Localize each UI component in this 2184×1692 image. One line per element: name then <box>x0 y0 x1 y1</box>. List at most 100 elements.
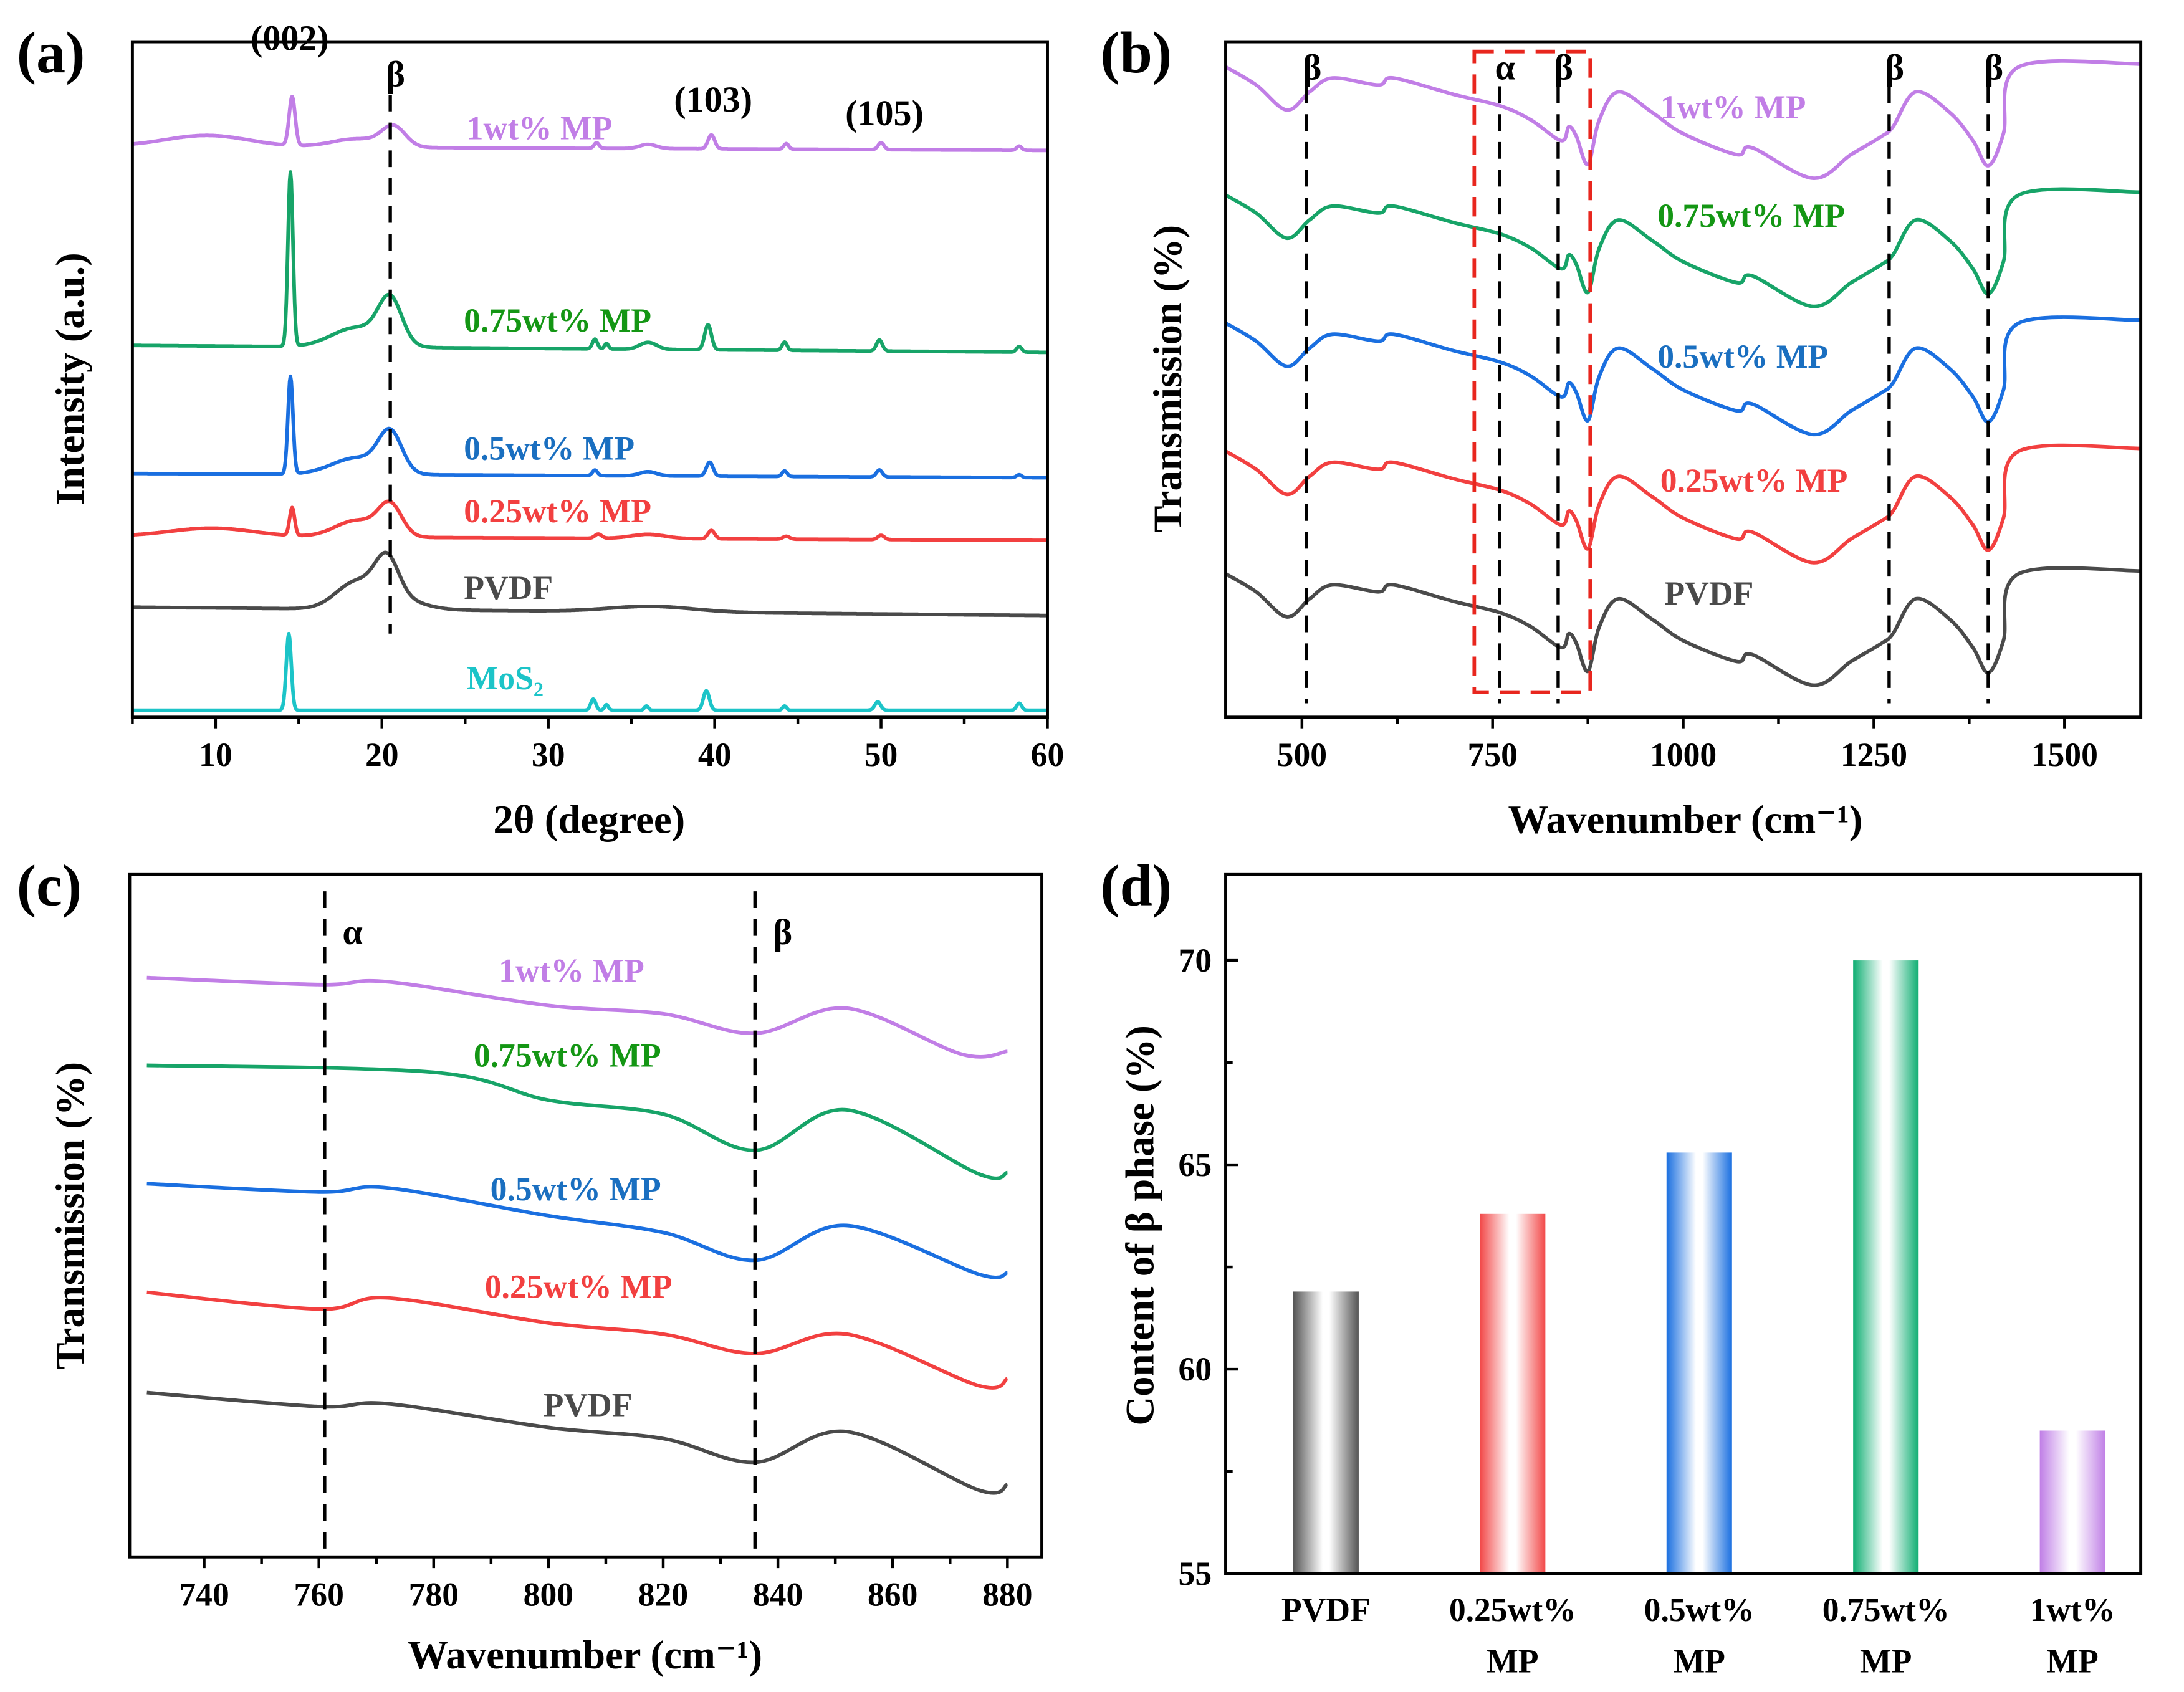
y-axis-title: Content of β phase (%) <box>1118 1025 1162 1425</box>
bar <box>1666 1152 1732 1574</box>
bar <box>2039 1430 2105 1574</box>
series-label: 1wt% MP <box>467 109 613 146</box>
panel-label: (d) <box>1100 853 1172 918</box>
xrd-series-line <box>131 550 1049 618</box>
x-tick-label: 50 <box>865 736 898 773</box>
plot-frame <box>130 40 1049 719</box>
x-tick-label: 1500 <box>2031 736 2098 773</box>
panel-b-ftir: 1wt% MP 0.75wt% MP 0.5wt% MP 0.25wt% MP PVDF… <box>1100 21 2143 842</box>
bar <box>1853 960 1919 1574</box>
ftir-zoom-series-line <box>146 1390 1008 1495</box>
peak-annotation: (103) <box>674 79 752 120</box>
ftir-zoom-series-line <box>146 1063 1008 1180</box>
x-tick-label: 1250 <box>1841 736 1907 773</box>
band-label: β <box>1554 47 1574 87</box>
series-label: PVDF <box>544 1387 633 1424</box>
y-tick-label: 70 <box>1179 942 1212 979</box>
x-tick-label: 30 <box>532 736 565 773</box>
series-label: 1wt% MP <box>1660 88 1806 126</box>
series-label: 1wt% MP <box>499 952 644 989</box>
band-label: α <box>342 912 362 952</box>
series-label: 0.5wt% MP <box>1657 338 1828 375</box>
ftir-series-line <box>1225 59 2141 180</box>
x-category-label: PVDF <box>1281 1591 1371 1628</box>
series-label: 0.25wt% MP <box>1660 462 1848 499</box>
ftir-series-line <box>1225 566 2141 687</box>
x-category-label: 0.25wt% <box>1449 1591 1576 1628</box>
plot-frame <box>128 872 1044 1559</box>
panel-label: (b) <box>1100 21 1172 85</box>
x-axis-title: Wavenumber (cm⁻¹) <box>1508 797 1862 842</box>
x-tick-label: 860 <box>868 1575 917 1613</box>
x-tick-label: 500 <box>1277 736 1327 773</box>
x-tick-label: 820 <box>638 1575 688 1613</box>
ftir-series-line <box>1225 315 2141 437</box>
ftir-zoom-series-line <box>146 975 1008 1059</box>
xrd-series-line <box>131 499 1049 542</box>
y-tick-label: 60 <box>1179 1350 1212 1388</box>
series-label: 0.5wt% MP <box>491 1170 661 1208</box>
series-label: 0.5wt% MP <box>464 429 635 467</box>
series-label: 0.75wt% MP <box>464 302 651 339</box>
ftir-series-line <box>1225 443 2141 565</box>
ftir-zoom-series-line <box>146 1182 1008 1279</box>
x-category-label: 0.75wt% <box>1822 1591 1950 1628</box>
bar <box>1480 1213 1546 1574</box>
band-label: β <box>774 912 793 952</box>
y-axis-title: Transmission (%) <box>48 1062 93 1370</box>
y-axis-title: Transmission (%) <box>1146 225 1190 533</box>
x-tick-label: 760 <box>294 1575 343 1613</box>
y-tick-label: 55 <box>1179 1555 1212 1592</box>
peak-annotation: (105) <box>845 93 924 133</box>
x-category-label: MP <box>1674 1643 1725 1680</box>
panel-label: (c) <box>17 853 82 918</box>
x-tick-label: 20 <box>365 736 399 773</box>
peak-annotation: β <box>386 54 405 95</box>
x-tick-label: 1000 <box>1650 736 1717 773</box>
y-tick-label: 65 <box>1179 1146 1212 1183</box>
band-label: β <box>1885 47 1905 87</box>
x-category-label: MP <box>1860 1643 1912 1680</box>
ftir-series-line <box>1225 187 2141 308</box>
panel-label: (a) <box>17 21 85 85</box>
panel-a-xrd: 1wt% MP 0.75wt% MP 0.5wt% MP 0.25wt% MP PVDF… <box>17 17 1064 842</box>
peak-annotation: (002) <box>251 17 329 58</box>
ftir-zoom-series-line <box>146 1290 1008 1390</box>
panel-d-beta-content-bars: PVDF 0.25wt% MP 0.5wt% MP 0.75wt% MP 1wt% MP 55 60… <box>1100 853 2143 1680</box>
band-label: β <box>1303 47 1322 87</box>
series-label: 0.25wt% MP <box>464 492 651 530</box>
xrd-series-line <box>131 94 1049 153</box>
x-tick-label: 780 <box>409 1575 459 1613</box>
x-category-label: 1wt% <box>2030 1591 2115 1628</box>
panel-c-ftir-zoom: 1wt% MP 0.75wt% MP 0.5wt% MP 0.25wt% MP PVDF… <box>17 853 1044 1678</box>
plot-frame <box>1224 872 2143 1575</box>
x-tick-label: 880 <box>982 1575 1032 1613</box>
band-label: α <box>1495 47 1515 87</box>
series-label: 0.25wt% MP <box>485 1268 673 1306</box>
series-label: 0.75wt% MP <box>474 1037 661 1074</box>
series-label: MoS₂ <box>467 659 544 697</box>
x-category-label: MP <box>2046 1643 2098 1680</box>
x-axis-title: Wavenumber (cm⁻¹) <box>408 1633 762 1678</box>
bar <box>1293 1291 1359 1574</box>
zoom-region-box <box>1472 49 1593 694</box>
series-label: PVDF <box>1664 575 1753 612</box>
xrd-series-line <box>131 631 1049 712</box>
y-axis-title: Intensity (a.u.) <box>48 252 93 505</box>
x-tick-label: 40 <box>698 736 732 773</box>
x-tick-label: 10 <box>199 736 232 773</box>
x-tick-label: 750 <box>1468 736 1518 773</box>
xrd-series-line <box>131 170 1049 355</box>
x-axis-title: 2θ (degree) <box>493 797 685 842</box>
x-tick-label: 840 <box>753 1575 803 1613</box>
x-tick-label: 60 <box>1031 736 1065 773</box>
band-label: β <box>1985 47 2004 87</box>
x-category-label: 0.5wt% <box>1644 1591 1755 1628</box>
x-tick-label: 740 <box>179 1575 229 1613</box>
series-label: PVDF <box>464 569 553 606</box>
x-tick-label: 800 <box>524 1575 573 1613</box>
x-category-label: MP <box>1487 1643 1538 1680</box>
series-label: 0.75wt% MP <box>1657 197 1845 234</box>
xrd-series-line <box>131 374 1049 480</box>
